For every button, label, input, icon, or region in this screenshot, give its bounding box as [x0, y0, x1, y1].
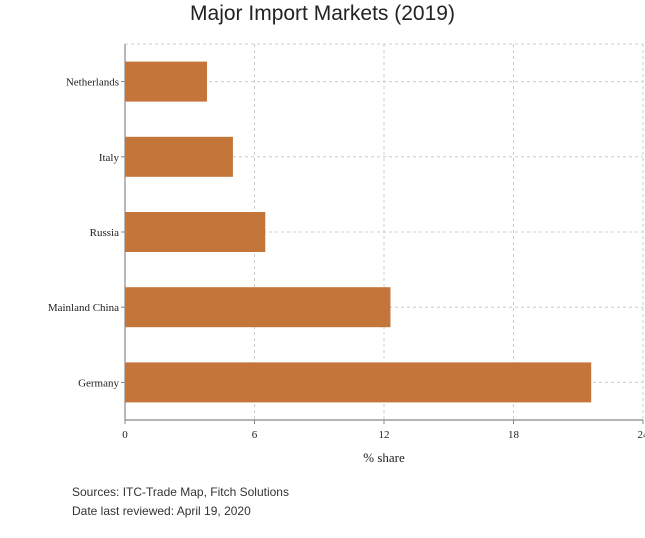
y-tick-label: Italy — [99, 152, 120, 164]
bar-chart: Netherlands Italy Russia Mainland China Germ… — [48, 43, 645, 465]
bar-russia — [125, 212, 266, 252]
date-reviewed-text: Date last reviewed: April 19, 2020 — [72, 504, 251, 518]
y-tick-label: Mainland China — [48, 302, 119, 314]
y-tick-label: Netherlands — [66, 77, 119, 89]
bar-germany — [125, 362, 592, 403]
x-tick-label: 18 — [508, 429, 520, 441]
x-tick-label: 24 — [638, 429, 645, 441]
sources-text: Sources: ITC-Trade Map, Fitch Solutions — [72, 485, 289, 499]
x-tick-label: 12 — [379, 429, 390, 441]
y-tick-label: Russia — [90, 227, 119, 239]
bar-netherlands — [125, 61, 208, 102]
x-tick-label: 0 — [122, 429, 128, 441]
chart-title: Major Import Markets (2019) — [190, 2, 455, 25]
bars — [125, 61, 592, 403]
bar-mainland-china — [125, 287, 391, 328]
axes: Netherlands Italy Russia Mainland China Germ… — [48, 44, 645, 441]
x-axis-label: % share — [363, 450, 405, 465]
bar-italy — [125, 136, 233, 177]
x-tick-label: 6 — [252, 429, 258, 441]
y-tick-label: Germany — [78, 377, 119, 389]
